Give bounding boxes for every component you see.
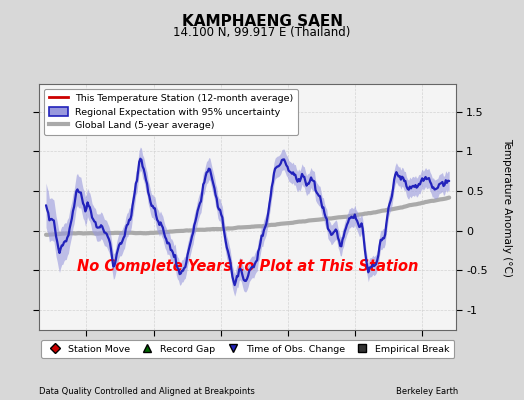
Text: Berkeley Earth: Berkeley Earth [396, 387, 458, 396]
Text: KAMPHAENG SAEN: KAMPHAENG SAEN [181, 14, 343, 29]
Legend: Station Move, Record Gap, Time of Obs. Change, Empirical Break: Station Move, Record Gap, Time of Obs. C… [41, 340, 454, 358]
Legend: This Temperature Station (12-month average), Regional Expectation with 95% uncer: This Temperature Station (12-month avera… [44, 89, 298, 135]
Text: No Complete Years to Plot at This Station: No Complete Years to Plot at This Statio… [77, 258, 418, 274]
Text: 14.100 N, 99.917 E (Thailand): 14.100 N, 99.917 E (Thailand) [173, 26, 351, 39]
Text: Data Quality Controlled and Aligned at Breakpoints: Data Quality Controlled and Aligned at B… [39, 387, 255, 396]
Y-axis label: Temperature Anomaly (°C): Temperature Anomaly (°C) [502, 138, 512, 276]
